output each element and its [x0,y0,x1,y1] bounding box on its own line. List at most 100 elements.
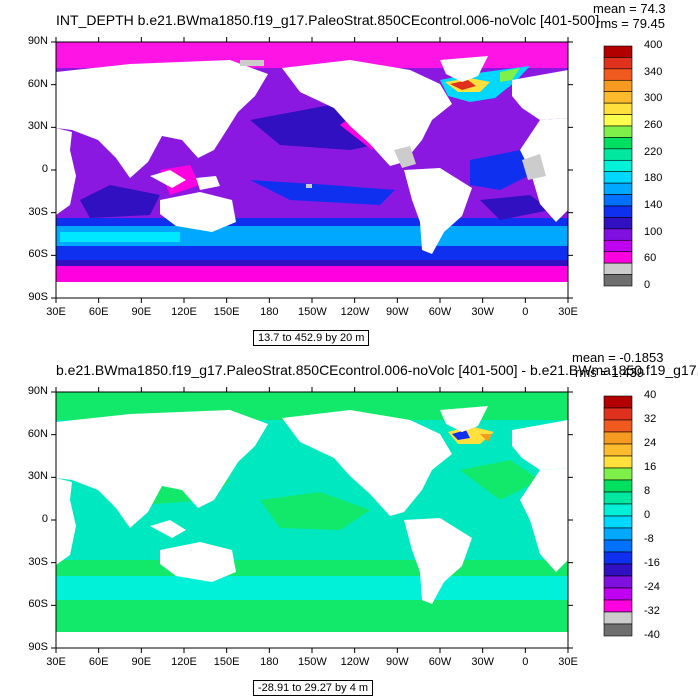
colorbar-swatch [603,194,633,207]
colorbar-label: 140 [644,199,663,211]
colorbar-swatch [603,114,633,127]
lat-tick-label: 90S [28,291,48,303]
colorbar-swatch [603,159,633,173]
lon-tick-label: 60W [428,656,452,668]
colorbar-label: 60 [644,252,657,265]
colorbar-label: 32 [644,413,657,425]
colorbar-swatch [603,443,633,457]
colorbar-label: 220 [644,145,663,158]
lon-tick-label: 150E [213,306,240,318]
lon-tick-label: 90E [131,656,152,668]
lon-tick-label: 30E [46,306,66,318]
colorbar-label: -40 [644,629,660,641]
colorbar-label: 16 [644,461,657,473]
panel2-title: b.e21.BWma1850.f19_g17.PaleoStrat.850CEc… [56,362,698,378]
colorbar-swatch [603,79,633,93]
colorbar-swatch [603,125,633,138]
colorbar-swatch [603,148,633,161]
lon-tick-label: 60W [428,306,452,318]
colorbar-label: 100 [644,225,663,238]
colorbar-swatch [603,228,633,241]
lon-tick-label: 0 [522,306,529,318]
colorbar-swatch [603,575,633,589]
colorbar-swatch [603,467,633,481]
panel1-title: INT_DEPTH b.e21.BWma1850.f19_g17.PaleoSt… [56,12,600,28]
lon-tick-label: 0 [522,656,529,668]
panel2-map [56,392,568,648]
colorbar-label: -32 [644,605,660,617]
colorbar-swatch [603,455,633,469]
lon-tick-label: 120E [171,656,197,668]
lon-tick-label: 150E [213,656,240,668]
lat-tick-label: 60S [28,248,48,261]
lat-tick-label: 30N [27,120,48,133]
lat-tick-label: 60S [28,598,48,611]
colorbar-swatch [603,563,633,577]
colorbar-label: 400 [644,39,663,51]
colorbar-swatch [603,57,633,70]
colorbar-label: 180 [644,172,663,185]
lon-tick-label: 150W [298,656,327,668]
colorbar-swatch [603,102,633,115]
colorbar-swatch [603,503,633,517]
colorbar-label: 24 [644,437,657,449]
lon-tick-label: 90E [131,306,152,318]
lon-tick-label: 150W [298,306,327,318]
lon-tick-label: 120W [340,306,370,318]
lat-tick-label: 0 [41,163,48,175]
colorbar-swatch [603,611,633,625]
colorbar-label: -8 [644,533,654,545]
lat-tick-label: 60N [27,427,48,440]
lon-tick-label: 30E [558,306,578,318]
colorbar-swatch [603,539,633,553]
lon-tick-label: 90W [386,306,409,318]
colorbar-label: 40 [644,389,657,401]
panel1-mean: mean = 74.3 [593,1,666,16]
lat-tick-label: 0 [41,513,48,525]
colorbar-label: 0 [644,509,651,521]
lon-tick-label: 60E [88,656,109,668]
colorbar-swatch [603,68,633,81]
colorbar-swatch [603,623,633,637]
panel1-land [56,56,568,298]
colorbar-label: 8 [644,485,651,497]
colorbar-swatch [603,479,633,493]
colorbar-label: -24 [644,581,660,593]
panel1-rms: rms = 79.45 [596,16,666,31]
colorbar-label: -16 [644,557,660,569]
colorbar-swatch [603,182,633,195]
lat-tick-label: 90S [28,641,48,653]
panel2-rms: rms = 1.439 [575,365,645,380]
colorbar-swatch [603,171,633,184]
lon-tick-label: 180 [260,306,279,318]
lon-tick-label: 60E [88,306,109,318]
colorbar-label: 0 [644,279,651,291]
panel1-map [56,42,568,298]
colorbar-swatch [603,91,633,104]
colorbar-label: 300 [644,92,663,105]
colorbar-swatch [603,395,633,409]
colorbar-swatch [603,515,633,529]
colorbar-swatch [603,599,633,613]
colorbar-swatch [603,137,633,150]
lon-tick-label: 30E [46,656,66,668]
colorbar-swatch [603,551,633,565]
colorbar-swatch [603,205,633,218]
lon-tick-label: 30E [558,656,578,668]
lon-tick-label: 120W [340,656,370,668]
colorbar-swatch [603,274,633,287]
lat-tick-label: 60N [27,77,48,90]
lon-tick-label: 120E [171,306,197,318]
panel1-range-label: 13.7 to 452.9 by 20 m [253,330,370,346]
panel2-land [56,406,568,648]
colorbar-swatch [603,217,633,230]
colorbar-swatch [603,262,633,275]
colorbar-swatch [603,45,633,58]
lat-tick-label: 90N [27,385,48,397]
lon-tick-label: 30W [471,656,494,668]
colorbar-swatch [603,587,633,601]
lon-tick-label: 180 [260,656,279,668]
colorbar-swatch [603,407,633,421]
colorbar-label: 340 [644,65,663,78]
lat-tick-label: 30N [27,470,48,483]
